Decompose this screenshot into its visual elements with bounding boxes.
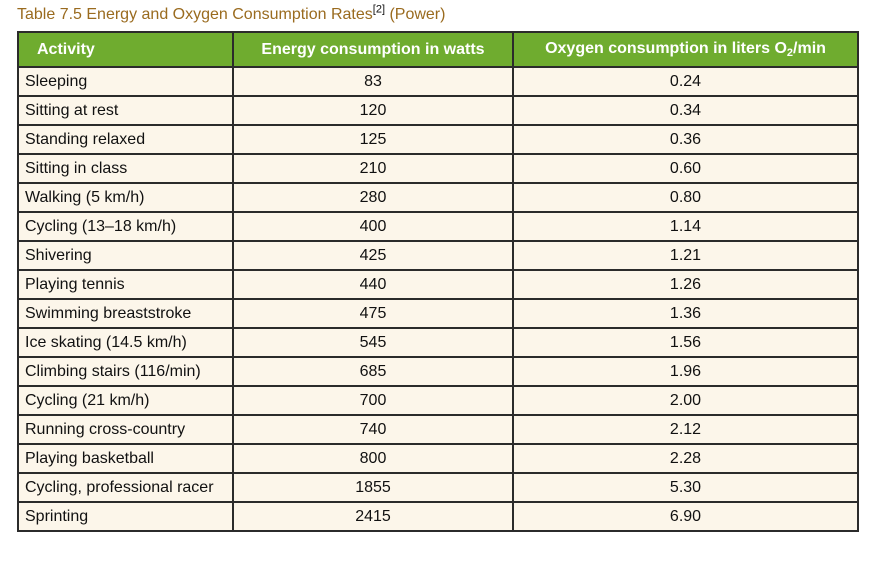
- cell-activity: Cycling (21 km/h): [17, 385, 234, 416]
- cell-energy: 1855: [232, 472, 514, 503]
- table-row: Cycling (13–18 km/h) 400 1.14: [17, 211, 859, 242]
- cell-energy: 120: [232, 95, 514, 126]
- cell-energy: 280: [232, 182, 514, 213]
- table-row: Sitting at rest 120 0.34: [17, 95, 859, 126]
- header-oxygen: Oxygen consumption in liters O2/min: [512, 31, 859, 68]
- table-row: Cycling, professional racer 1855 5.30: [17, 472, 859, 503]
- cell-oxygen: 0.24: [512, 66, 859, 97]
- cell-activity: Sitting at rest: [17, 95, 234, 126]
- cell-activity: Sprinting: [17, 501, 234, 532]
- header-oxygen-prefix: Oxygen consumption in liters O: [545, 40, 787, 57]
- table-row: Walking (5 km/h) 280 0.80: [17, 182, 859, 213]
- cell-energy: 475: [232, 298, 514, 329]
- cell-oxygen: 1.36: [512, 298, 859, 329]
- header-oxygen-subscript: 2: [786, 47, 794, 59]
- cell-oxygen: 0.60: [512, 153, 859, 184]
- cell-activity: Cycling, professional racer: [17, 472, 234, 503]
- cell-oxygen: 0.36: [512, 124, 859, 155]
- cell-activity: Walking (5 km/h): [17, 182, 234, 213]
- header-row: Activity Energy consumption in watts Oxy…: [17, 31, 859, 68]
- cell-activity: Cycling (13–18 km/h): [17, 211, 234, 242]
- cell-energy: 545: [232, 327, 514, 358]
- cell-activity: Sleeping: [17, 66, 234, 97]
- cell-activity: Ice skating (14.5 km/h): [17, 327, 234, 358]
- table-row: Sleeping 83 0.24: [17, 66, 859, 97]
- cell-energy: 210: [232, 153, 514, 184]
- table-row: Standing relaxed 125 0.36: [17, 124, 859, 155]
- header-energy: Energy consumption in watts: [232, 31, 514, 68]
- consumption-table: Activity Energy consumption in watts Oxy…: [17, 31, 859, 532]
- table-row: Sitting in class 210 0.60: [17, 153, 859, 184]
- caption-suffix: (Power): [385, 6, 446, 23]
- table-row: Swimming breaststroke 475 1.36: [17, 298, 859, 329]
- cell-oxygen: 5.30: [512, 472, 859, 503]
- cell-activity: Shivering: [17, 240, 234, 271]
- cell-activity: Standing relaxed: [17, 124, 234, 155]
- cell-oxygen: 1.26: [512, 269, 859, 300]
- cell-energy: 440: [232, 269, 514, 300]
- cell-energy: 685: [232, 356, 514, 387]
- cell-oxygen: 0.80: [512, 182, 859, 213]
- cell-energy: 740: [232, 414, 514, 445]
- cell-oxygen: 2.28: [512, 443, 859, 474]
- cell-activity: Playing tennis: [17, 269, 234, 300]
- cell-activity: Climbing stairs (116/min): [17, 356, 234, 387]
- cell-oxygen: 1.21: [512, 240, 859, 271]
- cell-energy: 2415: [232, 501, 514, 532]
- caption-reference[interactable]: [2]: [372, 3, 385, 16]
- cell-energy: 400: [232, 211, 514, 242]
- table-row: Ice skating (14.5 km/h) 545 1.56: [17, 327, 859, 358]
- table-row: Playing basketball 800 2.28: [17, 443, 859, 474]
- cell-energy: 800: [232, 443, 514, 474]
- cell-activity: Playing basketball: [17, 443, 234, 474]
- table-row: Shivering 425 1.21: [17, 240, 859, 271]
- table-row: Running cross-country 740 2.12: [17, 414, 859, 445]
- header-oxygen-suffix: /min: [793, 40, 826, 57]
- table-row: Climbing stairs (116/min) 685 1.96: [17, 356, 859, 387]
- table-row: Cycling (21 km/h) 700 2.00: [17, 385, 859, 416]
- cell-activity: Running cross-country: [17, 414, 234, 445]
- cell-oxygen: 2.12: [512, 414, 859, 445]
- header-activity: Activity: [17, 31, 234, 68]
- table-row: Sprinting 2415 6.90: [17, 501, 859, 532]
- cell-oxygen: 0.34: [512, 95, 859, 126]
- cell-energy: 700: [232, 385, 514, 416]
- cell-activity: Sitting in class: [17, 153, 234, 184]
- cell-energy: 83: [232, 66, 514, 97]
- cell-oxygen: 1.96: [512, 356, 859, 387]
- table-caption: Table 7.5 Energy and Oxygen Consumption …: [17, 3, 446, 24]
- caption-title: Table 7.5 Energy and Oxygen Consumption …: [17, 6, 373, 23]
- cell-energy: 125: [232, 124, 514, 155]
- cell-oxygen: 6.90: [512, 501, 859, 532]
- cell-energy: 425: [232, 240, 514, 271]
- cell-oxygen: 1.56: [512, 327, 859, 358]
- cell-activity: Swimming breaststroke: [17, 298, 234, 329]
- table-row: Playing tennis 440 1.26: [17, 269, 859, 300]
- cell-oxygen: 1.14: [512, 211, 859, 242]
- cell-oxygen: 2.00: [512, 385, 859, 416]
